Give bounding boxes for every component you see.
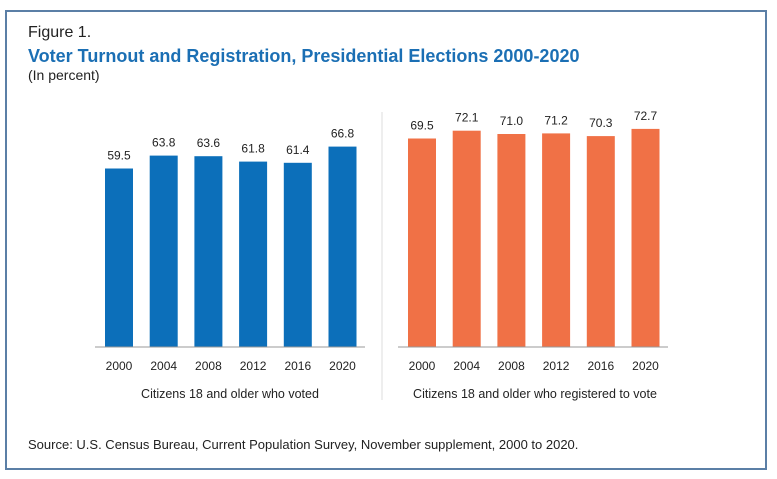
bar [586,136,615,347]
data-label: 72.7 [634,109,658,123]
bar [105,168,133,347]
data-label: 63.8 [152,136,176,150]
data-label: 66.8 [331,127,355,141]
chart-title: Voter Turnout and Registration, Presiden… [28,46,580,66]
data-label: 71.0 [500,114,524,128]
data-label: 72.1 [455,111,479,125]
data-label: 61.8 [241,142,265,156]
x-tick-label: 2016 [587,359,614,373]
chart-subtitle: (In percent) [28,67,100,83]
data-label: 63.6 [197,136,221,150]
source-note: Source: U.S. Census Bureau, Current Popu… [28,437,579,452]
x-tick-label: 2004 [150,359,177,373]
x-tick-label: 2000 [409,359,436,373]
x-tick-label: 2020 [632,359,659,373]
bar [408,138,436,347]
x-tick-label: 2000 [106,359,133,373]
data-label: 70.3 [589,116,613,130]
x-tick-label: 2008 [195,359,222,373]
series-label: Citizens 18 and older who registered to … [413,387,657,401]
data-label: 69.5 [410,119,434,133]
figure-frame [5,10,767,470]
bar [283,162,312,347]
bar [452,130,481,347]
series-label: Citizens 18 and older who voted [141,387,319,401]
x-tick-label: 2020 [329,359,356,373]
figure-label: Figure 1. [28,24,92,41]
bar [542,133,571,347]
data-label: 61.4 [286,143,310,157]
x-tick-label: 2012 [240,359,267,373]
data-label: 71.2 [544,113,568,127]
bar [328,146,357,347]
bar [497,134,526,347]
x-tick-label: 2016 [284,359,311,373]
x-tick-label: 2012 [543,359,570,373]
bar [149,155,178,347]
bar [631,128,660,347]
x-tick-label: 2008 [498,359,525,373]
bar [194,156,223,347]
bar [239,161,268,347]
data-label: 59.5 [107,149,131,163]
x-tick-label: 2004 [453,359,480,373]
